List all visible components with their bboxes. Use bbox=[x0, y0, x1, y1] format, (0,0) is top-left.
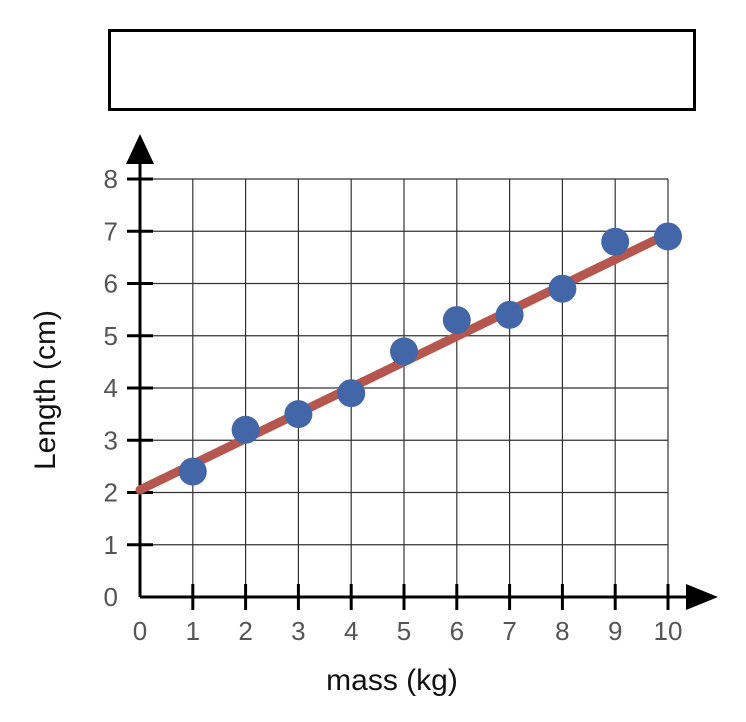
x-tick-label: 8 bbox=[555, 616, 569, 646]
x-tick-label: 9 bbox=[608, 616, 622, 646]
y-tick-label: 3 bbox=[104, 425, 118, 455]
data-point bbox=[231, 415, 260, 444]
x-tick-label: 6 bbox=[450, 616, 464, 646]
x-tick-label: 0 bbox=[133, 616, 147, 646]
chart-title-box bbox=[108, 29, 696, 111]
data-point bbox=[654, 222, 682, 251]
grid-lines bbox=[140, 178, 669, 597]
x-tick-label: 4 bbox=[344, 616, 358, 646]
axes bbox=[126, 134, 718, 610]
x-tick-label: 3 bbox=[291, 616, 305, 646]
y-tick-label: 4 bbox=[104, 373, 118, 403]
data-point bbox=[284, 400, 313, 429]
x-axis-arrow bbox=[686, 584, 718, 610]
y-tick-label: 1 bbox=[104, 530, 118, 560]
tick-marks bbox=[127, 177, 670, 610]
y-tick-label: 2 bbox=[104, 478, 118, 508]
y-tick-label: 5 bbox=[104, 321, 118, 351]
x-axis-title: mass (kg) bbox=[326, 664, 458, 697]
x-tick-label: 5 bbox=[397, 616, 411, 646]
y-tick-label: 8 bbox=[104, 164, 118, 194]
x-tick-label: 10 bbox=[654, 616, 683, 646]
y-tick-label: 7 bbox=[104, 216, 118, 246]
data-point bbox=[442, 306, 471, 335]
data-point bbox=[495, 300, 524, 329]
data-point bbox=[178, 457, 207, 486]
data-point bbox=[390, 337, 418, 366]
x-tick-label: 2 bbox=[238, 616, 252, 646]
y-axis-title: Length (cm) bbox=[29, 310, 62, 470]
y-tick-label: 6 bbox=[104, 269, 118, 299]
data-point bbox=[601, 227, 630, 256]
y-axis-arrow bbox=[126, 134, 154, 164]
data-point bbox=[337, 379, 366, 408]
x-tick-label: 1 bbox=[186, 616, 200, 646]
tick-labels: 0 1 2 3 4 5 6 7 8 9 10 0 1 2 3 4 5 6 7 8 bbox=[104, 164, 683, 646]
x-tick-label: 7 bbox=[502, 616, 516, 646]
data-points bbox=[178, 222, 682, 486]
y-tick-label: 0 bbox=[104, 582, 118, 612]
data-point bbox=[548, 274, 577, 303]
